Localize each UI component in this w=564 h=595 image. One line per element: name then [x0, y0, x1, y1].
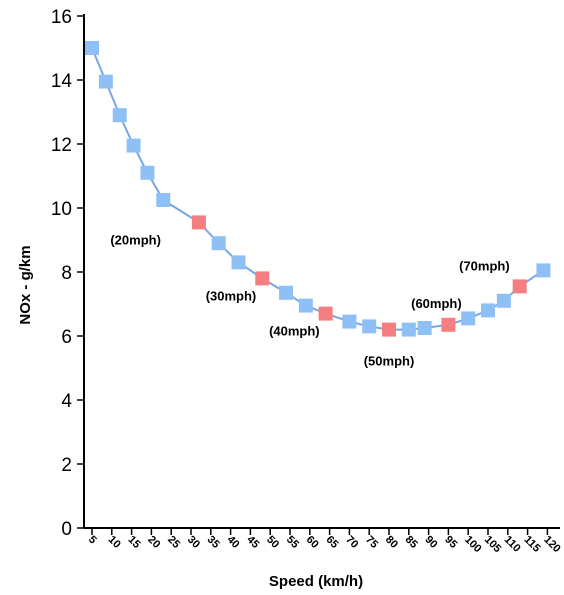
data-marker: [401, 322, 416, 337]
data-marker: [126, 138, 141, 153]
data-marker: [298, 298, 313, 313]
y-ticks: 0 2 4 6 8 10 12 14 16: [51, 7, 84, 540]
data-marker: [112, 108, 127, 123]
x-ticks: 5 10 15 20 25 30 35 40 45 50 55 60 65 70 75 80 85 90 95 100…: [86, 528, 563, 555]
series-line: [91, 47, 544, 331]
highlight-marker: [255, 271, 270, 286]
data-marker: [279, 285, 294, 300]
x-tick-label: 75: [363, 534, 380, 551]
x-tick-label: 35: [205, 534, 222, 551]
x-tick-label: 95: [442, 534, 459, 551]
data-marker: [417, 321, 432, 335]
data-marker: [156, 193, 171, 207]
y-tick-label: 14: [51, 71, 73, 92]
data-marker: [98, 74, 113, 89]
annotations: (20mph) (30mph) (40mph) (50mph) (60mph) (70mp…: [110, 232, 509, 368]
data-marker: [496, 293, 511, 308]
x-tick-label: 85: [403, 534, 420, 551]
data-markers: [85, 41, 551, 337]
y-tick-label: 8: [61, 263, 72, 284]
y-tick-label: 6: [61, 327, 72, 348]
axes: [83, 14, 560, 529]
x-tick-label: 60: [304, 534, 321, 551]
data-marker: [140, 165, 155, 180]
x-tick-label: 45: [244, 534, 261, 551]
highlight-marker: [382, 322, 396, 337]
mph-annotation: (20mph): [110, 232, 161, 247]
x-tick-label: 105: [482, 534, 503, 555]
y-tick-label: 10: [51, 199, 72, 220]
x-axis-title: Speed (km/h): [269, 573, 363, 590]
x-tick-label: 40: [224, 534, 241, 551]
y-tick-label: 16: [51, 7, 72, 28]
mph-annotation: (60mph): [411, 296, 462, 311]
data-marker: [211, 236, 226, 251]
x-tick-label: 115: [521, 534, 542, 555]
y-tick-label: 2: [61, 455, 72, 476]
data-marker: [231, 255, 246, 270]
x-tick-label: 100: [462, 534, 483, 555]
x-tick-label: 110: [502, 534, 523, 555]
x-tick-label: 80: [383, 534, 400, 551]
x-tick-label: 5: [86, 534, 99, 547]
data-marker: [85, 41, 99, 55]
y-tick-label: 4: [61, 391, 72, 412]
highlight-marker: [441, 317, 456, 332]
x-tick-label: 50: [264, 534, 281, 551]
y-tick-label: 12: [51, 135, 72, 156]
data-marker: [342, 314, 357, 329]
mph-annotation: (30mph): [206, 288, 257, 303]
x-tick-label: 90: [422, 534, 439, 551]
x-tick-label: 65: [323, 534, 340, 551]
data-marker: [536, 263, 551, 278]
x-tick-label: 30: [185, 534, 202, 551]
y-tick-label: 0: [61, 519, 72, 540]
x-tick-label: 10: [106, 534, 123, 551]
data-marker: [461, 311, 476, 326]
x-tick-label: 25: [165, 534, 182, 551]
highlight-marker: [191, 215, 206, 230]
data-marker: [481, 303, 495, 318]
mph-annotation: (70mph): [459, 258, 510, 273]
x-tick-label: 20: [145, 534, 162, 551]
y-axis-title: NOx - g/km: [17, 245, 34, 324]
highlight-marker: [512, 279, 527, 294]
data-marker: [362, 319, 377, 334]
x-tick-label: 55: [284, 534, 301, 551]
x-tick-label: 120: [541, 534, 562, 555]
mph-annotation: (40mph): [269, 324, 320, 339]
mph-annotation: (50mph): [364, 354, 415, 369]
x-tick-label: 70: [343, 534, 360, 551]
highlight-marker: [318, 306, 333, 321]
x-tick-label: 15: [125, 534, 142, 551]
